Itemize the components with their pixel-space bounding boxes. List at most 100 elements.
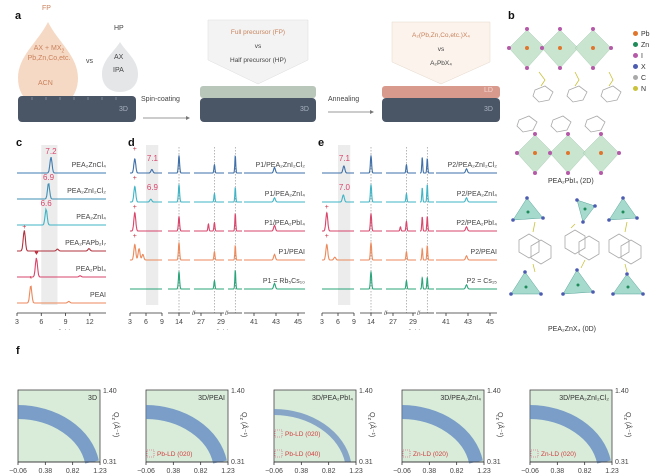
spin-coating-label: Spin-coating [141, 96, 180, 103]
qx-tick-label: 0.38 [39, 468, 53, 473]
giwaxs-map: 3D/PEA₂ZnI₂Cl₂ Zn-LD (020) −0.06 0.38 0.82 1.… [521, 388, 633, 473]
d-series-segment [228, 244, 242, 261]
panel-a-label: a [15, 10, 22, 22]
diffraction-ring [145, 405, 227, 464]
diffraction-ring [17, 405, 99, 464]
diffraction-ring [273, 409, 351, 463]
c-x-tick-label: 12 [86, 319, 94, 326]
hp-title: HP [114, 25, 124, 32]
giwaxs-annotation: Zn-LD (020) [541, 451, 576, 458]
c-atom-icon [633, 75, 638, 80]
d-series-segment [168, 183, 190, 203]
d-series-segment [194, 163, 224, 174]
substrate-label-2: 3D [300, 106, 309, 113]
giwaxs-map-title: 3D/PEA₂ZnI₄ [440, 395, 481, 402]
substrate-3d-final [382, 98, 500, 122]
e-x-tick-label: 43 [464, 319, 472, 326]
d-x-axis-title: 2θ (°) [210, 329, 228, 330]
e-series-label: P2/PEAI [471, 249, 498, 256]
d-peak-annotation: 6.9 [147, 183, 159, 192]
d-series-segment [228, 155, 242, 174]
e-peak-marker: + [325, 204, 329, 211]
c-x-axis-title: 2θ (°) [52, 329, 70, 330]
callout2-line1: A₂(Pb,Zn,Co,etc.)X₄ [412, 32, 470, 39]
e-peak-annotation: 7.1 [339, 154, 351, 163]
panel-b-label: b [508, 10, 515, 22]
organic-cations-2d [516, 85, 622, 133]
qx-tick-label: 1.23 [221, 468, 235, 473]
d-series-segment [228, 186, 242, 203]
c-x-tick-label: 3 [15, 319, 19, 326]
c-series-line [17, 156, 106, 174]
c-series-line [17, 230, 106, 252]
e-series-segment [386, 250, 416, 261]
e-series-segment [436, 167, 497, 174]
e-series-label: P2 = Cs₁₅ [467, 278, 497, 285]
e-peak-annotation: 7.0 [339, 183, 351, 192]
d-series-label: P1/PEA₂ZnI₂Cl₂ [256, 162, 306, 169]
giwaxs-annotation: Zn-LD (020) [413, 451, 448, 458]
e-x-tick-label: 29 [409, 319, 417, 326]
e-peak-marker: + [325, 233, 329, 240]
e-x-tick-label: 41 [442, 319, 450, 326]
d-series-segment [194, 279, 224, 290]
i-atom-icon [633, 53, 638, 58]
c-series-label: PEA₂PbI₄ [76, 266, 106, 273]
d-axis-break: // [192, 311, 196, 317]
d-x-tick-label: 9 [160, 319, 164, 326]
qx-tick-label: −0.06 [137, 468, 155, 473]
d-x-tick-label: 6 [144, 319, 148, 326]
legend-item-pb: Pb [633, 29, 650, 40]
e-series-label: P2/PEA₂ZnI₄ [457, 191, 497, 198]
annotation-box [274, 449, 283, 458]
qx-tick-label: 0.82 [322, 468, 336, 473]
giwaxs-annotation: Pb-LD (020) [157, 451, 192, 458]
giwaxs-annotation: Pb-LD (020) [285, 431, 320, 438]
e-series-segment [420, 216, 434, 232]
n-atom-icon [633, 86, 638, 91]
callout1-line1: Full precursor (FP) [230, 29, 286, 36]
qz-tick-label: 1.40 [103, 388, 117, 395]
legend-item-x: X [633, 62, 650, 73]
annotation-box [402, 449, 411, 458]
callout1-line3: Half precursor (HP) [230, 57, 286, 64]
caption-2d: PEA₂PbI₄ (2D) [548, 178, 594, 185]
callout1-line2: vs [254, 43, 262, 50]
x-atom-icon [633, 64, 638, 69]
panel-e-label: e [318, 137, 325, 149]
substrate-3d-initial [18, 96, 136, 122]
panel-d-label: d [128, 137, 135, 149]
qx-tick-label: 0.82 [66, 468, 80, 473]
c-peak-annotation: 7.2 [45, 147, 57, 156]
e-series-segment [360, 154, 382, 174]
e-series-segment [386, 279, 416, 290]
organic-cations-0d [518, 229, 642, 265]
substrate-grains [31, 97, 117, 100]
panel-c-label: c [16, 137, 23, 149]
e-x-tick-label: 14 [367, 319, 375, 326]
qz-axis-title: Qz (Å⁻¹) [622, 412, 633, 437]
qx-tick-label: 1.23 [349, 468, 363, 473]
giwaxs-annotation: Pb-LD (040) [285, 451, 320, 458]
giwaxs-map: 3D/PEA₂PbI₄ Pb-LD (040) Pb-LD (020) −0.06 0.… [265, 388, 377, 473]
e-series-segment [420, 276, 434, 290]
c-peak-annotation: 6.6 [41, 199, 53, 208]
c-series-line [17, 285, 106, 304]
qx-tick-label: 1.23 [93, 468, 107, 473]
d-series-segment [194, 250, 224, 261]
qx-tick-label: 0.38 [295, 468, 309, 473]
panel-f-label: f [16, 345, 20, 357]
d-x-tick-label: 41 [250, 319, 258, 326]
d-series-segment [228, 269, 242, 290]
c-peak-marker: * [29, 276, 32, 283]
d-series-label: P1/PEA₂PbI₄ [264, 220, 305, 227]
xrd-charts: PEA₂ZnCl₄ 7.2 PEA₂ZnI₂Cl₂ 6.9 PEA₂ZnI₄ 6.6 PEA… [15, 145, 498, 330]
qx-tick-label: 1.23 [605, 468, 619, 473]
d-series-segment [168, 154, 190, 174]
giwaxs-map: 3D−0.060.380.821.231.400.31Qx (Å⁻¹)Qz (Å… [9, 388, 121, 473]
d-peak-marker: + [133, 233, 137, 240]
d-series-label: P1/PEAI [279, 249, 306, 256]
qz-tick-label: 1.40 [487, 388, 501, 395]
c-peak-annotation: 6.9 [43, 173, 55, 182]
atom-legend: Pb Zn I X C N [633, 29, 650, 95]
